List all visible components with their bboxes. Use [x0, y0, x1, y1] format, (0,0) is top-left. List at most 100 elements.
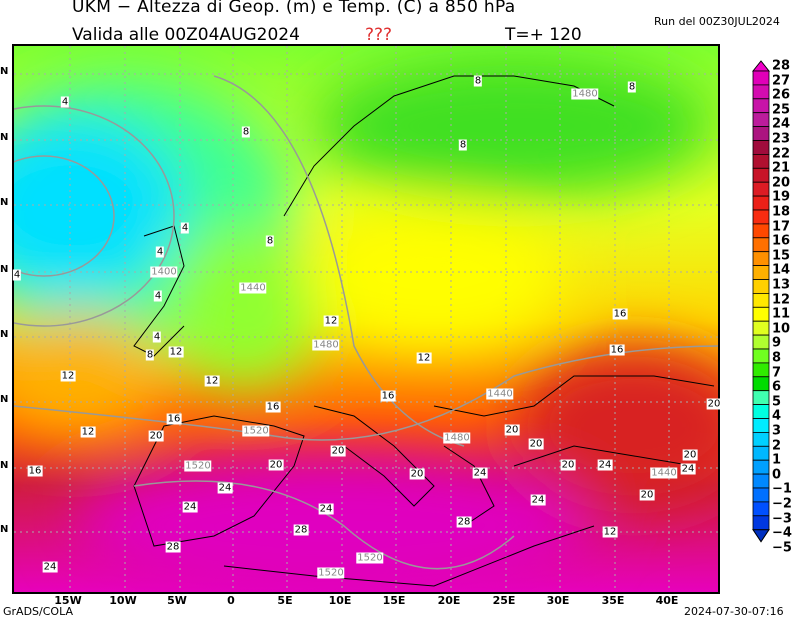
lon-label: 30E: [546, 594, 570, 607]
colorbar-swatch: [752, 251, 770, 266]
colorbar-swatch: [752, 404, 770, 419]
colorbar-label: 3: [772, 423, 782, 439]
colorbar-swatch: [752, 279, 770, 294]
lon-label: 10E: [328, 594, 352, 607]
colorbar-swatch: [752, 501, 770, 517]
temp-contour-label: 4: [155, 246, 165, 258]
temp-contour-label: 24: [680, 463, 696, 475]
colorbar-swatch: [752, 431, 770, 447]
geopotential-contour-label: 1480: [443, 432, 471, 444]
colorbar-label: 13: [772, 277, 791, 293]
geopotential-contour-label: 1400: [150, 266, 178, 278]
lat-label: N: [0, 460, 9, 471]
colorbar-swatch: [752, 195, 770, 211]
colorbar-label: −2: [772, 496, 792, 512]
colorbar-swatch: [752, 445, 770, 461]
colorbar-label: 11: [772, 306, 791, 322]
geopotential-contour-label: 1480: [312, 339, 340, 351]
temp-contour-label: 12: [168, 346, 184, 358]
colorbar-label: 7: [772, 365, 782, 381]
colorbar-label: 17: [772, 219, 791, 235]
lon-label: 20E: [437, 594, 461, 607]
temp-contour-label: 24: [42, 561, 58, 573]
colorbar-label: 18: [772, 204, 791, 220]
temp-contour-label: 4: [152, 331, 162, 343]
temp-contour-label: 20: [504, 424, 520, 436]
map-field: [14, 46, 718, 592]
colorbar-label: 16: [772, 233, 791, 249]
forecast-step: T=+ 120: [505, 25, 582, 45]
colorbar-swatch: [752, 473, 770, 489]
timestamp: 2024-07-30-07:16: [684, 605, 784, 618]
colorbar-label: 0: [772, 467, 782, 483]
colorbar-swatch: [752, 515, 770, 531]
run-time: Run del 00Z30JUL2024: [654, 15, 780, 28]
colorbar-label: 5: [772, 394, 782, 410]
temp-contour-label: 28: [293, 524, 309, 536]
temp-contour-label: 28: [165, 541, 181, 553]
lon-label: 5E: [277, 594, 293, 607]
temp-contour-label: 24: [318, 503, 334, 515]
lon-label: 40E: [655, 594, 679, 607]
colorbar-swatch: [752, 334, 770, 350]
colorbar-label: −5: [772, 540, 792, 556]
colorbar-swatch: [752, 459, 770, 475]
temp-contour-label: 4: [12, 269, 22, 281]
colorbar-label: 27: [772, 73, 791, 89]
marker-text: ???: [365, 25, 393, 45]
colorbar-swatch: [752, 306, 770, 322]
colorbar-swatch: [752, 320, 770, 336]
temp-contour-label: 8: [473, 75, 483, 87]
lon-label: 15W: [54, 594, 82, 607]
colorbar-swatch: [752, 112, 770, 128]
lat-label: N: [0, 132, 9, 143]
colorbar-bottom-arrow: [752, 529, 770, 543]
colorbar-swatch: [752, 181, 770, 197]
temp-contour-label: 24: [597, 459, 613, 471]
temp-contour-label: 12: [602, 526, 618, 538]
colorbar-swatch: [752, 154, 770, 169]
colorbar-label: −3: [772, 511, 792, 527]
lat-label: N: [0, 197, 9, 208]
temp-contour-label: 8: [145, 349, 155, 361]
colorbar-label: 2: [772, 438, 782, 454]
colorbar-label: 28: [772, 58, 791, 74]
temp-contour-label: 8: [627, 81, 637, 93]
temp-contour-label: 8: [458, 139, 468, 151]
colorbar-swatch: [752, 237, 770, 253]
temp-contour-label: 24: [472, 467, 488, 479]
lon-label: 0: [227, 594, 235, 607]
temp-contour-label: 16: [612, 308, 628, 320]
temp-contour-label: 16: [609, 344, 625, 356]
geopotential-contour-label: 1440: [486, 388, 514, 400]
colorbar-label: 1: [772, 452, 782, 468]
colorbar-label: 19: [772, 189, 791, 205]
colorbar-label: 25: [772, 102, 791, 118]
colorbar-label: 26: [772, 87, 791, 103]
temp-contour-label: 4: [180, 222, 190, 234]
temp-contour-label: 12: [80, 426, 96, 438]
colorbar-label: −4: [772, 525, 792, 541]
colorbar-label: −1: [772, 481, 792, 497]
temp-contour-label: 8: [241, 126, 251, 138]
colorbar-label: 12: [772, 292, 791, 308]
lon-label: 15E: [382, 594, 406, 607]
colorbar-label: 10: [772, 321, 791, 337]
temp-contour-label: 28: [456, 516, 472, 528]
colorbar-swatch: [752, 70, 770, 86]
temp-contour-label: 20: [682, 449, 698, 461]
temp-contour-label: 20: [560, 459, 576, 471]
colorbar-label: 20: [772, 175, 791, 191]
colorbar-swatch: [752, 348, 770, 364]
temp-contour-label: 20: [409, 468, 425, 480]
temp-contour-label: 16: [166, 413, 182, 425]
temp-contour-label: 4: [153, 290, 163, 302]
colorbar-swatch: [752, 223, 770, 239]
credit: GrADS/COLA: [3, 605, 73, 618]
geopotential-contour-label: 1440: [650, 467, 678, 479]
colorbar-swatch: [752, 362, 770, 378]
temp-contour-label: 12: [416, 352, 432, 364]
colorbar-label: 15: [772, 248, 791, 264]
colorbar: [751, 60, 771, 564]
colorbar-label: 23: [772, 131, 791, 147]
